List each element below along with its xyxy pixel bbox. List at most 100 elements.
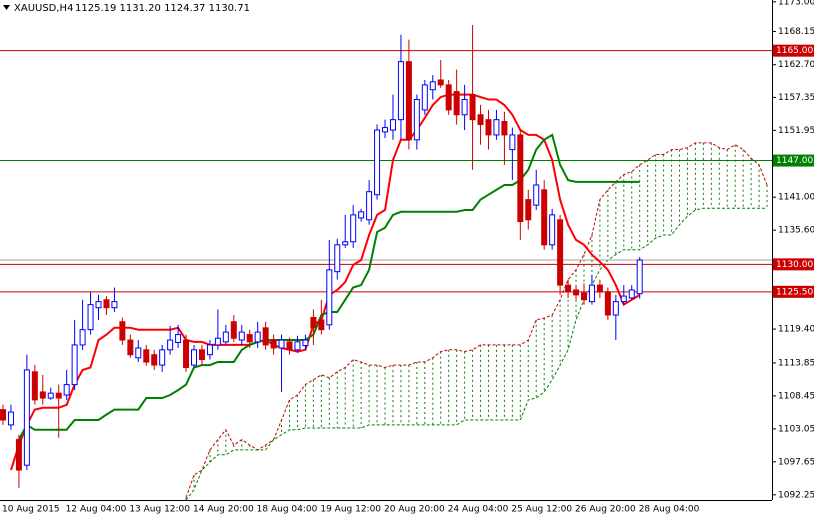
y-tick-label: 1157.35 [778, 93, 814, 103]
candle-body [206, 344, 213, 356]
candle-body [461, 99, 468, 116]
candle-body [31, 371, 38, 401]
candle-body [23, 369, 30, 466]
candle-body [79, 329, 86, 346]
x-tick-label: 24 Aug 04:00 [448, 505, 509, 515]
level-label-box [773, 44, 814, 57]
candle-body [469, 94, 476, 121]
candle-body [15, 439, 22, 471]
candle-body [636, 259, 643, 295]
y-tick-label: 1141.00 [778, 193, 814, 203]
indicator-line [10, 93, 641, 471]
candle-body [191, 349, 198, 366]
candle-body [485, 119, 492, 136]
candle-body [445, 84, 452, 111]
candle-body [111, 301, 118, 309]
candle-body [222, 331, 229, 343]
candle-body [350, 214, 357, 243]
x-tick-label: 26 Aug 20:00 [575, 505, 636, 515]
candle-body [501, 120, 508, 136]
candle-body [270, 339, 277, 349]
candle-body [127, 339, 134, 356]
candle-body [63, 384, 70, 396]
candle-body [151, 354, 158, 366]
candle-body [286, 341, 293, 351]
level-label-box [773, 154, 814, 167]
x-tick-label: 18 Aug 04:00 [257, 505, 318, 515]
candle-body [167, 339, 174, 351]
candle-body [143, 349, 150, 363]
candle-body [87, 304, 94, 331]
x-tick-label: 13 Aug 12:00 [129, 505, 190, 515]
candle-body [135, 347, 142, 359]
candle-body [326, 269, 333, 326]
x-tick-label: 20 Aug 20:00 [384, 505, 445, 515]
candle-body [95, 301, 102, 309]
candle-body [302, 339, 309, 347]
candle-body [7, 411, 14, 426]
candle-body [358, 211, 365, 219]
candle-body [71, 344, 78, 386]
candle-body [493, 119, 500, 136]
chart-subtitle: 1125.19 1131.20 1124.37 1130.71 [75, 3, 250, 14]
y-tick-label: 1103.05 [778, 424, 814, 434]
level-label: 1147.00 [776, 156, 813, 166]
candle-body [517, 134, 524, 223]
x-tick-label: 28 Aug 04:00 [639, 505, 700, 515]
candle-body [604, 291, 611, 316]
candle-body [397, 61, 404, 121]
candle-body [628, 289, 635, 299]
x-tick-label: 25 Aug 12:00 [511, 505, 572, 515]
candle-body [533, 184, 540, 206]
y-tick-label: 1173.00 [778, 0, 814, 7]
candle-body [55, 392, 62, 399]
candle-body [103, 299, 110, 309]
candle-body [453, 91, 460, 116]
candle-body [541, 189, 548, 246]
candle-body [0, 409, 6, 421]
candle-body [612, 301, 619, 316]
y-tick-label: 1151.95 [778, 126, 814, 136]
candle-body [175, 334, 182, 343]
candle-body [246, 334, 253, 343]
candle-body [549, 214, 556, 246]
candle-body [198, 349, 205, 361]
candle-body [39, 391, 46, 399]
candle-body [278, 339, 285, 349]
candle-body [477, 114, 484, 126]
candle-body [47, 392, 54, 399]
candle-body [183, 339, 190, 369]
candle-body [405, 61, 412, 141]
y-tick-label: 1108.45 [778, 391, 814, 401]
candle-body [389, 119, 396, 131]
candle-body [421, 84, 428, 111]
x-tick-label: 12 Aug 04:00 [66, 505, 127, 515]
y-tick-label: 1092.25 [778, 490, 814, 500]
candle-body [437, 79, 444, 86]
candle-body [254, 331, 261, 343]
candle-body [374, 129, 381, 196]
level-label-box [773, 285, 814, 298]
y-tick-label: 1168.15 [778, 27, 814, 37]
y-tick-label: 1119.40 [778, 325, 814, 335]
y-tick-label: 1162.70 [778, 60, 814, 70]
candle-body [509, 134, 516, 151]
candle-body [580, 292, 587, 301]
candle-body [214, 337, 221, 346]
candle-body [573, 289, 580, 296]
x-tick-label: 10 Aug 2015 [2, 505, 60, 515]
cloud-span-a [185, 142, 768, 498]
candle-body [429, 81, 436, 91]
candle-body [366, 191, 373, 221]
candle-body [588, 284, 595, 303]
y-tick-label: 1097.65 [778, 457, 814, 467]
candle-body [382, 127, 389, 133]
candle-body [525, 199, 532, 221]
candle-body [294, 341, 301, 351]
y-tick-label: 1135.60 [778, 226, 814, 236]
candle-body [318, 319, 325, 331]
candle-body [565, 284, 572, 293]
header-arrow [3, 5, 10, 10]
candle-body [334, 244, 341, 273]
